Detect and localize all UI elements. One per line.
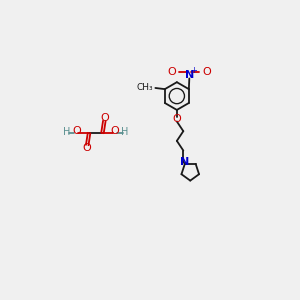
- Text: N: N: [185, 70, 194, 80]
- Text: H: H: [121, 127, 129, 137]
- Text: N: N: [180, 157, 189, 166]
- Text: O: O: [100, 112, 109, 122]
- Text: O: O: [172, 114, 181, 124]
- Text: O: O: [83, 143, 92, 154]
- Text: O: O: [202, 67, 211, 76]
- Text: O: O: [72, 126, 81, 136]
- Text: O: O: [111, 126, 119, 136]
- Text: +: +: [190, 66, 197, 75]
- Text: O: O: [168, 67, 177, 76]
- Text: CH₃: CH₃: [137, 82, 153, 91]
- Text: ⁻: ⁻: [204, 64, 208, 73]
- Text: H: H: [63, 127, 70, 137]
